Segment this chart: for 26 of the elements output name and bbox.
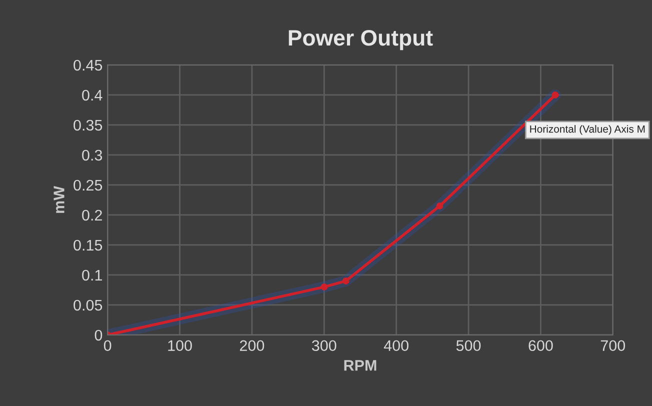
point (320, 283, 328, 290)
y-axis-title: mW (54, 186, 64, 213)
x-tick-label: 500 (456, 340, 481, 352)
x-tick-label: 300 (312, 340, 336, 352)
x-tick-label: 200 (240, 340, 264, 352)
x-tick-label: 400 (384, 340, 408, 352)
y-tick-label: 0.4 (82, 90, 102, 101)
chart-title: Power Output (288, 30, 433, 50)
x-tick-label: 600 (528, 340, 553, 352)
y-tick-label: 0.1 (82, 270, 102, 281)
y-tick-label: 0.45 (74, 60, 102, 71)
point (342, 277, 350, 284)
x-axis-title: RPM (344, 360, 376, 371)
x-tick-label: 100 (168, 340, 192, 352)
annotation: Horizontal (Value) Axis M (530, 125, 645, 135)
y-tick-label: 0.3 (82, 150, 102, 161)
y-tick-label: 0.25 (74, 180, 102, 191)
y-tick-label: 0.15 (74, 240, 102, 251)
y-tick-label: 0.35 (74, 120, 102, 131)
x-tick-label: 700 (600, 340, 626, 352)
y-tick-label: 0.2 (82, 210, 102, 221)
y-tick-label: 0.05 (74, 300, 102, 311)
point (436, 202, 444, 210)
y-tick-label: 0 (94, 330, 102, 341)
point (552, 91, 559, 98)
x-tick-label: 0 (104, 340, 112, 352)
